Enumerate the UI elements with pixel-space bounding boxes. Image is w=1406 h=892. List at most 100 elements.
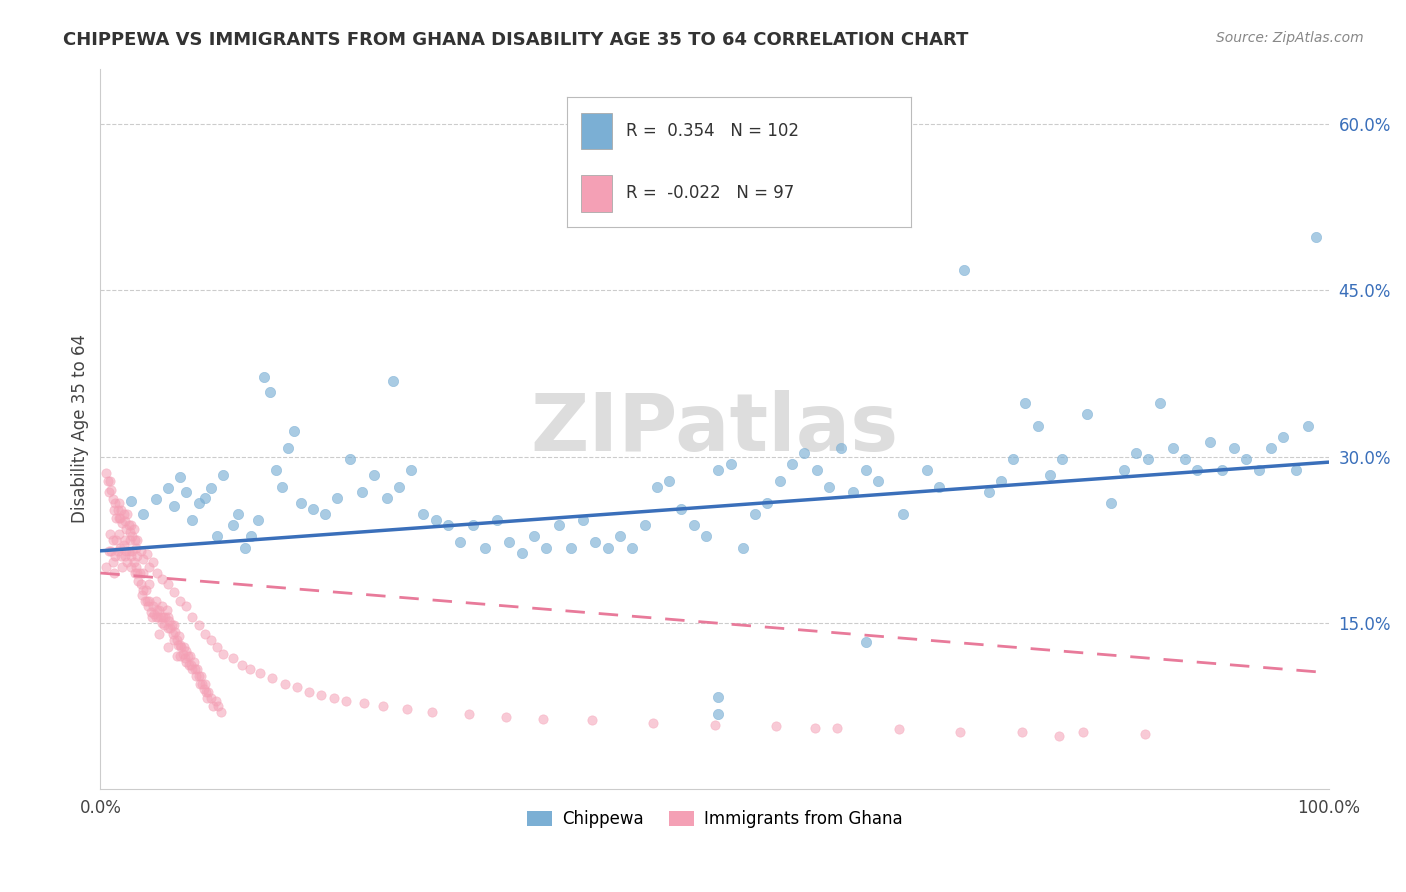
- Point: [1050, 451, 1073, 466]
- Point: [326, 491, 349, 505]
- Point: [107, 503, 129, 517]
- Point: [146, 566, 169, 580]
- Point: [100, 483, 122, 497]
- Point: [239, 663, 262, 677]
- Point: [173, 640, 195, 655]
- Point: [1223, 441, 1246, 455]
- Point: [127, 574, 149, 588]
- Point: [104, 549, 127, 564]
- Point: [124, 566, 146, 580]
- Point: [866, 474, 889, 488]
- Point: [107, 527, 129, 541]
- Point: [163, 632, 186, 647]
- Point: [181, 610, 204, 624]
- Point: [138, 593, 160, 607]
- Point: [425, 513, 447, 527]
- Point: [703, 718, 725, 732]
- Point: [97, 544, 120, 558]
- Point: [420, 705, 443, 719]
- Point: [120, 549, 142, 564]
- Point: [375, 491, 398, 505]
- Point: [814, 122, 837, 136]
- Point: [806, 463, 828, 477]
- Point: [887, 723, 910, 737]
- Point: [101, 491, 124, 506]
- Point: [101, 533, 124, 547]
- Point: [176, 485, 198, 500]
- Point: [953, 263, 976, 277]
- Point: [194, 627, 217, 641]
- Point: [643, 715, 665, 730]
- Point: [731, 541, 754, 555]
- Point: [1133, 727, 1156, 741]
- Point: [209, 705, 232, 719]
- Point: [259, 385, 281, 400]
- Point: [169, 593, 191, 607]
- Point: [157, 614, 180, 628]
- Point: [104, 496, 127, 510]
- Point: [165, 624, 187, 639]
- Point: [136, 599, 159, 614]
- Point: [449, 535, 471, 549]
- Point: [531, 712, 554, 726]
- Point: [122, 555, 145, 569]
- Point: [156, 602, 179, 616]
- Point: [769, 474, 792, 488]
- Point: [474, 541, 496, 555]
- Point: [200, 632, 222, 647]
- Point: [177, 658, 200, 673]
- Point: [205, 640, 228, 655]
- Point: [132, 582, 155, 597]
- Point: [107, 544, 129, 558]
- Point: [159, 622, 181, 636]
- Point: [163, 618, 186, 632]
- Point: [1211, 463, 1233, 477]
- Point: [174, 651, 197, 665]
- Point: [1039, 468, 1062, 483]
- Point: [117, 555, 139, 569]
- Point: [150, 599, 173, 614]
- Point: [143, 607, 166, 621]
- Point: [166, 632, 188, 647]
- Point: [117, 508, 139, 522]
- Point: [176, 643, 198, 657]
- Point: [167, 629, 190, 643]
- Point: [97, 474, 120, 488]
- Point: [120, 494, 142, 508]
- Point: [194, 491, 217, 505]
- Point: [339, 451, 361, 466]
- Point: [107, 496, 129, 510]
- Point: [155, 610, 177, 624]
- Point: [181, 513, 204, 527]
- Point: [827, 721, 849, 735]
- Point: [135, 582, 157, 597]
- Point: [249, 665, 271, 680]
- Point: [186, 669, 208, 683]
- Point: [156, 622, 179, 636]
- Point: [596, 541, 619, 555]
- Point: [658, 474, 681, 488]
- Point: [176, 655, 198, 669]
- Point: [146, 610, 169, 624]
- Point: [200, 481, 222, 495]
- Point: [152, 610, 174, 624]
- Point: [139, 605, 162, 619]
- Point: [156, 640, 179, 655]
- Point: [129, 577, 152, 591]
- Point: [98, 474, 121, 488]
- Point: [523, 529, 546, 543]
- Point: [572, 513, 595, 527]
- Legend: Chippewa, Immigrants from Ghana: Chippewa, Immigrants from Ghana: [520, 804, 908, 835]
- Point: [127, 533, 149, 547]
- Point: [1174, 451, 1197, 466]
- Point: [1137, 451, 1160, 466]
- Point: [118, 524, 141, 539]
- Point: [205, 693, 228, 707]
- Point: [96, 560, 118, 574]
- Point: [156, 610, 179, 624]
- Point: [707, 690, 730, 705]
- Point: [720, 458, 742, 472]
- Point: [156, 577, 179, 591]
- Point: [179, 649, 201, 664]
- Text: Source: ZipAtlas.com: Source: ZipAtlas.com: [1216, 31, 1364, 45]
